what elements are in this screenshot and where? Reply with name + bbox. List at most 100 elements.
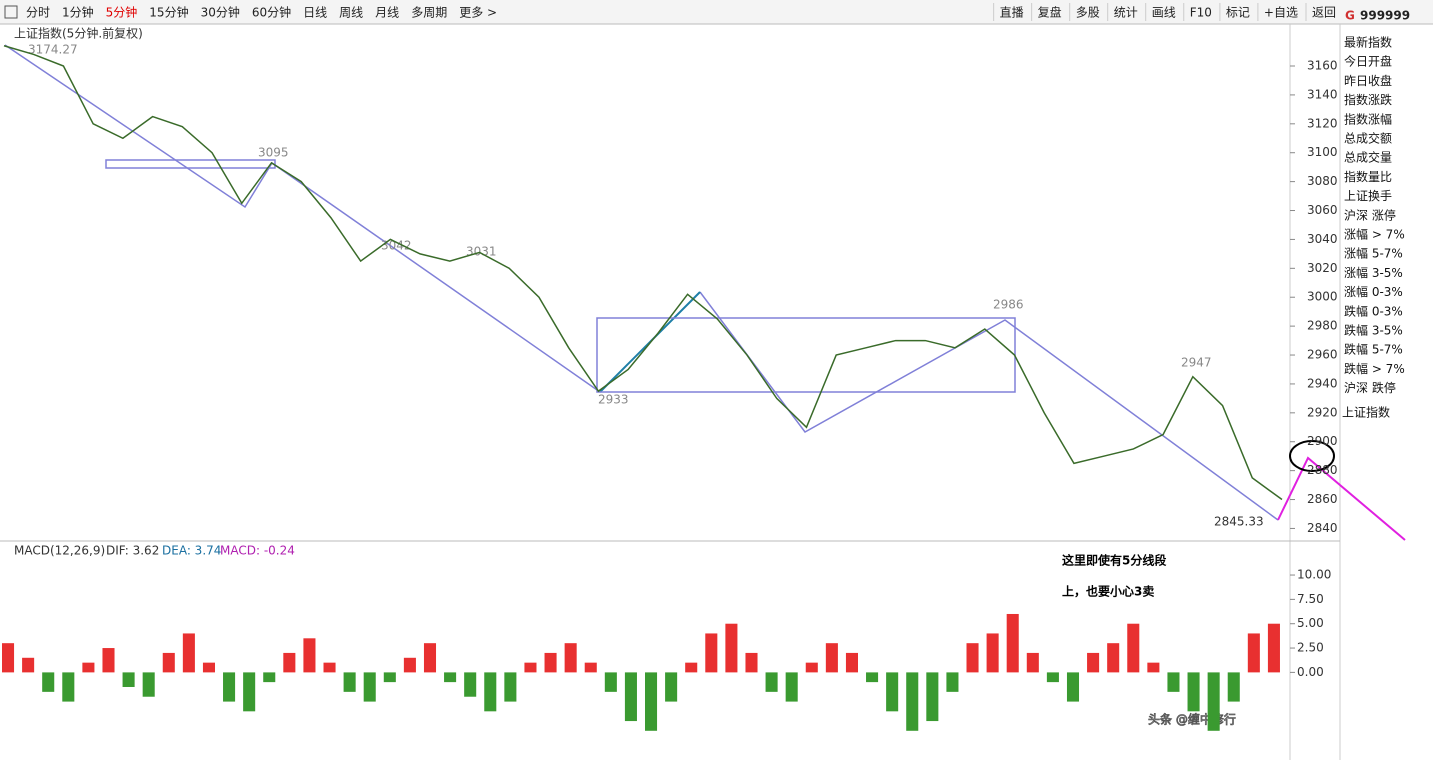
macd-bar [1227, 672, 1240, 702]
price-label: 3174.27 [28, 43, 78, 57]
macd-dif: DIF: 3.62 [106, 544, 159, 558]
watermark: 头条 @缠中修行 [1148, 712, 1236, 727]
period-button[interactable]: 周线 [339, 6, 363, 20]
macd-bar [745, 652, 758, 673]
macd-bar [1046, 672, 1059, 683]
macd-title: MACD(12,26,9) [14, 544, 105, 558]
y-tick-label: 3080 [1307, 174, 1338, 188]
tool-button[interactable]: 统计 [1114, 6, 1138, 20]
tool-button[interactable]: 标记 [1226, 6, 1250, 20]
macd-bar [946, 672, 959, 692]
y-tick-label: 2880 [1307, 463, 1338, 477]
panel-item: 跌幅 3-5% [1344, 323, 1403, 338]
period-button[interactable]: 日线 [303, 6, 327, 20]
period-button[interactable]: 15分钟 [149, 5, 188, 20]
panel-item: 涨幅 3-5% [1344, 265, 1403, 280]
tool-button[interactable]: +自选 [1264, 6, 1298, 20]
y-tick-label: 7.50 [1297, 592, 1324, 606]
macd-bar [866, 672, 879, 683]
price-label: 3042 [381, 239, 412, 253]
tool-button[interactable]: 画线 [1152, 6, 1176, 20]
macd-bar [464, 672, 477, 697]
panel-item: 总成交量 [1344, 150, 1392, 165]
macd-bar [1127, 623, 1140, 673]
period-button[interactable]: 5分钟 [106, 5, 138, 20]
macd-bar [484, 672, 497, 712]
panel-mark: G [1345, 9, 1355, 23]
y-tick-label: 2840 [1307, 521, 1338, 535]
y-tick-label: 2980 [1307, 319, 1338, 333]
macd-bar [423, 643, 437, 673]
macd-bar [1107, 643, 1120, 673]
macd-bar [584, 662, 597, 673]
y-tick-label: 3000 [1307, 290, 1338, 304]
period-button[interactable]: 更多 > [459, 6, 497, 20]
period-button[interactable]: 1分钟 [62, 5, 94, 20]
y-tick-label: 3020 [1307, 261, 1338, 275]
macd-bar [785, 672, 798, 702]
tool-button[interactable]: 多股 [1076, 6, 1100, 20]
panel-item: 昨日收盘 [1344, 73, 1392, 88]
panel-item: 最新指数 [1344, 35, 1392, 50]
tool-button[interactable]: 返回 [1312, 6, 1336, 20]
macd-bar [1207, 672, 1220, 731]
macd-bar [966, 643, 979, 673]
macd-bar [825, 643, 838, 673]
period-button[interactable]: 分时 [26, 6, 50, 20]
drawings [4, 44, 1406, 541]
tool-button[interactable]: F10 [1190, 6, 1212, 20]
panel-item: 上证换手 [1344, 189, 1392, 203]
macd-bar [323, 662, 336, 673]
macd-bar [564, 643, 577, 673]
tool-button[interactable]: 直播 [1000, 6, 1024, 20]
y-tick-label: 3040 [1307, 232, 1338, 246]
y-tick-label: 2960 [1307, 348, 1338, 362]
macd-bar [986, 633, 999, 673]
y-tick-label: 2860 [1307, 492, 1338, 506]
tool-button[interactable]: 复盘 [1038, 5, 1062, 20]
macd-bar [383, 672, 396, 683]
price-label: 3031 [466, 245, 497, 259]
panel-item: 今日开盘 [1344, 54, 1392, 69]
period-button[interactable]: 月线 [375, 6, 399, 20]
macd-bar [403, 657, 416, 673]
macd-bar [544, 652, 557, 673]
panel-item: 沪深 涨停 [1344, 207, 1396, 222]
macd-bar [1147, 662, 1160, 673]
price-label: 2845.33 [1214, 515, 1264, 529]
macd-bar [363, 672, 376, 702]
period-button[interactable]: 30分钟 [201, 5, 240, 20]
macd-bar [665, 672, 678, 702]
panel-item: 跌幅 > 7% [1344, 361, 1405, 376]
macd-bar [504, 672, 517, 702]
macd-dea: DEA: 3.74 [162, 544, 221, 558]
panel-item: 跌幅 5-7% [1344, 342, 1403, 357]
macd-bar [886, 672, 899, 712]
projection-line [1277, 456, 1406, 541]
y-tick-label: 5.00 [1297, 616, 1324, 630]
macd-bar [604, 672, 617, 692]
period-button[interactable]: 多周期 [411, 6, 447, 20]
macd-bar [624, 672, 637, 722]
panel-item: 涨幅 > 7% [1344, 227, 1405, 242]
y-tick-label: 0.00 [1297, 665, 1324, 679]
macd-bar [1187, 672, 1200, 712]
macd-bar [906, 672, 919, 731]
note-line: 这里即使有5分线段 [1062, 553, 1167, 568]
macd-bar [1006, 613, 1019, 673]
price-label: 2986 [993, 298, 1024, 312]
panel-item: 指数涨幅 [1344, 111, 1392, 126]
macd-bar [845, 652, 858, 673]
panel-item: 指数量比 [1344, 169, 1392, 184]
macd-bar [263, 672, 276, 683]
macd-value: MACD: -0.24 [220, 544, 295, 558]
macd-bar [2, 643, 15, 673]
zone-box [105, 159, 276, 169]
macd-bar [102, 648, 115, 673]
period-button[interactable]: 60分钟 [252, 5, 291, 20]
macd-bar [1026, 652, 1039, 673]
panel-item: 总成交额 [1344, 131, 1392, 146]
price-label: 2947 [1181, 356, 1212, 370]
